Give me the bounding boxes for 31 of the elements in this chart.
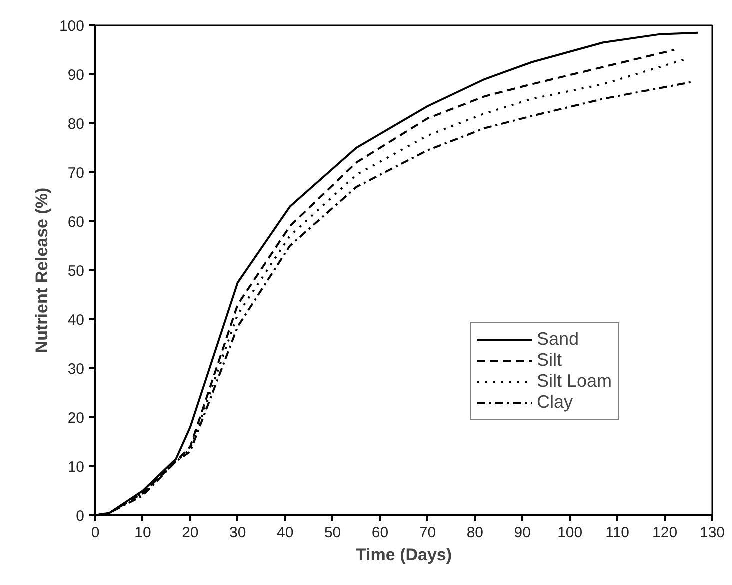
- x-tick-label: 20: [182, 524, 199, 542]
- x-tick-label: 80: [466, 524, 484, 542]
- x-tick-label: 30: [230, 524, 246, 542]
- x-tick-label: 0: [91, 524, 100, 542]
- y-tick-label: 60: [68, 214, 85, 231]
- y-tick-label: 0: [76, 508, 84, 525]
- legend-label: Silt Loam: [537, 371, 612, 392]
- x-tick-label: 130: [700, 524, 726, 542]
- x-tick-label: 90: [514, 524, 531, 542]
- y-tick-label: 70: [68, 165, 85, 182]
- y-tick-label: 10: [68, 459, 85, 476]
- x-tick-label: 50: [324, 524, 342, 542]
- x-tick-label: 100: [558, 524, 583, 542]
- y-tick-label: 40: [68, 312, 85, 329]
- y-tick-label: 100: [59, 18, 85, 35]
- x-tick-label: 10: [134, 524, 152, 542]
- y-axis-title: Nutrient Release (%): [32, 188, 52, 354]
- legend-label: Silt: [537, 350, 562, 371]
- legend-label: Clay: [537, 392, 574, 413]
- x-tick-label: 120: [652, 524, 678, 542]
- x-tick-label: 60: [372, 524, 389, 542]
- y-tick-label: 80: [68, 116, 85, 133]
- x-tick-label: 40: [277, 524, 294, 542]
- legend-label: Sand: [537, 329, 580, 350]
- y-tick-label: 50: [68, 263, 85, 280]
- x-tick-label: 110: [606, 524, 630, 542]
- y-tick-label: 20: [68, 410, 85, 427]
- x-axis-title: Time (Days): [356, 546, 452, 564]
- x-tick-label: 70: [419, 524, 436, 542]
- y-tick-label: 90: [68, 67, 85, 84]
- y-tick-label: 30: [68, 361, 85, 378]
